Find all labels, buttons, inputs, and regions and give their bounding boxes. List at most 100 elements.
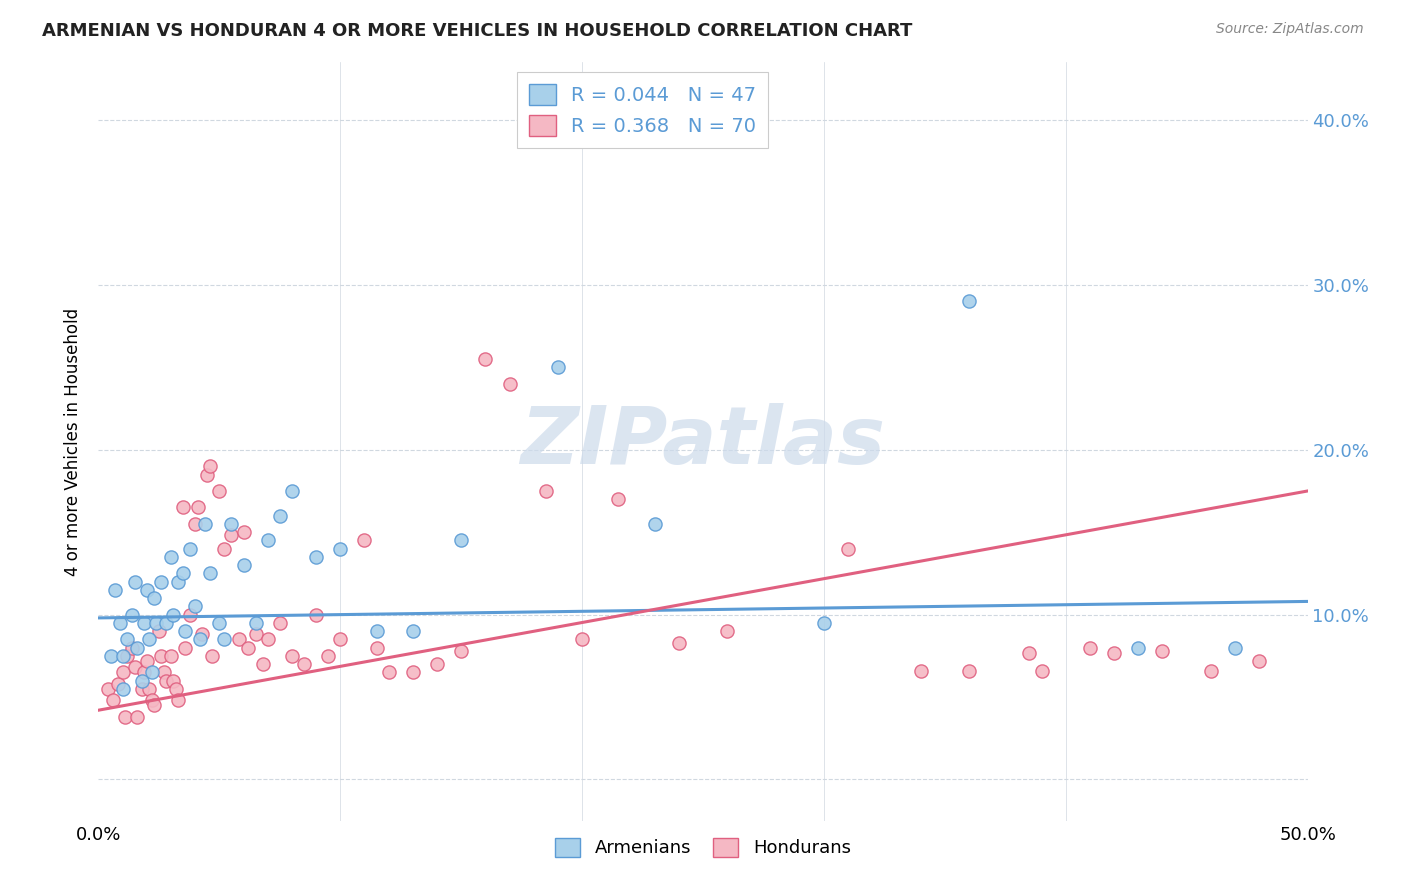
Point [117,648,139,663]
Point [100,648,122,663]
Point [143,698,166,713]
Point [124,574,146,589]
Point [160,549,183,564]
Point [135,582,157,597]
Point [167,574,190,589]
Point [1223,640,1246,655]
Point [111,681,134,696]
Point [111,648,134,663]
Point [174,640,197,655]
Point [179,541,201,556]
Point [534,483,557,498]
Point [172,566,194,581]
Point [198,566,221,581]
Point [208,483,231,498]
Point [252,657,274,671]
Point [1152,644,1174,658]
Point [366,640,388,655]
Point [1078,640,1101,655]
Point [121,640,143,655]
Legend: Armenians, Hondurans: Armenians, Hondurans [548,830,858,864]
Point [145,615,167,630]
Point [366,624,388,639]
Point [668,635,690,649]
Point [121,607,143,622]
Point [127,640,149,655]
Point [138,632,160,647]
Point [377,665,399,680]
Point [571,632,593,647]
Point [232,558,254,573]
Point [160,648,183,663]
Point [131,681,153,696]
Point [114,710,136,724]
Point [238,640,260,655]
Point [212,541,235,556]
Point [152,665,174,680]
Point [402,665,425,680]
Point [547,360,569,375]
Point [127,710,149,724]
Point [329,632,352,647]
Text: ARMENIAN VS HONDURAN 4 OR MORE VEHICLES IN HOUSEHOLD CORRELATION CHART: ARMENIAN VS HONDURAN 4 OR MORE VEHICLES … [42,22,912,40]
Point [450,644,472,658]
Point [172,500,194,515]
Point [1128,640,1150,655]
Point [198,459,221,474]
Point [141,693,163,707]
Point [813,615,835,630]
Point [201,648,224,663]
Point [162,607,184,622]
Point [167,693,190,707]
Point [1102,646,1125,660]
Point [1031,664,1053,678]
Point [316,648,339,663]
Point [179,607,201,622]
Point [165,681,187,696]
Point [910,664,932,678]
Point [97,681,120,696]
Point [256,632,278,647]
Point [245,627,267,641]
Point [305,549,328,564]
Point [256,533,278,548]
Point [957,294,980,309]
Point [135,654,157,668]
Text: ZIPatlas: ZIPatlas [520,402,886,481]
Point [131,673,153,688]
Point [221,516,243,531]
Point [305,607,328,622]
Point [187,500,209,515]
Point [716,624,738,639]
Point [134,615,156,630]
Point [353,533,375,548]
Point [104,582,127,597]
Point [426,657,449,671]
Point [184,516,207,531]
Point [292,657,315,671]
Text: Source: ZipAtlas.com: Source: ZipAtlas.com [1216,22,1364,37]
Point [281,483,304,498]
Point [143,591,166,606]
Point [194,516,217,531]
Point [245,615,267,630]
Point [141,665,163,680]
Point [155,673,177,688]
Point [111,665,134,680]
Point [155,615,177,630]
Point [1018,646,1040,660]
Y-axis label: 4 or more Vehicles in Household: 4 or more Vehicles in Household [65,308,83,575]
Point [195,467,218,482]
Point [644,516,666,531]
Point [150,648,173,663]
Point [107,677,129,691]
Point [117,632,139,647]
Point [101,693,124,707]
Point [188,632,211,647]
Point [1249,654,1271,668]
Point [450,533,472,548]
Point [212,632,235,647]
Point [228,632,250,647]
Point [221,528,243,542]
Point [837,541,859,556]
